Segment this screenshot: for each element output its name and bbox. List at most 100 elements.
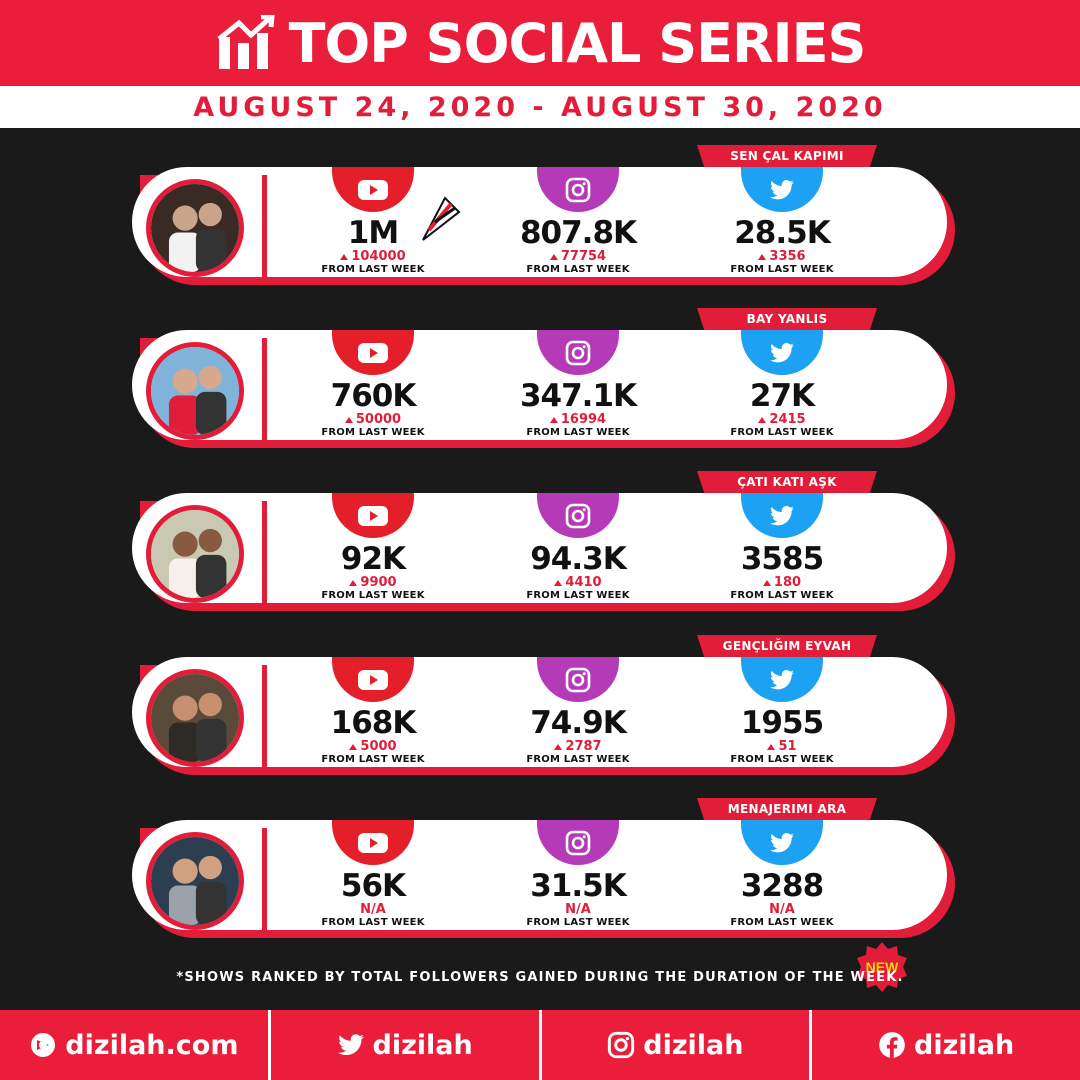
- footer-bar: dizilah.com dizilah dizilah dizilah: [0, 1010, 1080, 1080]
- youtube-change-label: FROM LAST WEEK: [321, 917, 425, 928]
- youtube-badge: [332, 657, 414, 702]
- instagram-followers: 74.9K: [530, 705, 627, 741]
- instagram-change-value: 16994: [560, 412, 607, 427]
- youtube-change: 5000: [349, 740, 397, 754]
- up-arrow-icon: [349, 580, 358, 586]
- youtube-followers: 760K: [330, 378, 417, 414]
- twitter-change: N/A: [769, 903, 795, 917]
- show-name-tag: SEN ÇAL KAPIMI: [697, 145, 877, 167]
- youtube-stat: 56K N/A FROM LAST WEEK: [273, 798, 473, 943]
- up-arrow-icon: [554, 580, 563, 586]
- twitter-change-value: N/A: [769, 902, 795, 917]
- youtube-change-value: 9900: [360, 575, 397, 590]
- youtube-stat: 92K 9900 FROM LAST WEEK: [273, 471, 473, 616]
- youtube-followers: 168K: [330, 705, 417, 741]
- youtube-followers: 1M: [347, 215, 399, 251]
- instagram-change: 2787: [554, 740, 602, 754]
- show-row: GENÇLIĞIM EYVAH 168K 5000 FROM LAST WEEK 74.…: [0, 635, 1080, 780]
- instagram-icon: [565, 667, 591, 692]
- twitter-bird-icon: [770, 179, 794, 199]
- up-arrow-icon: [758, 417, 767, 423]
- instagram-followers: 347.1K: [519, 378, 637, 414]
- youtube-change: 104000: [340, 250, 406, 264]
- divider: [262, 175, 267, 283]
- new-badge-icon: NEW: [857, 942, 907, 992]
- youtube-play-icon: [358, 832, 388, 853]
- twitter-stat: 1955 51 FROM LAST WEEK: [682, 635, 882, 780]
- show-poster-image: [146, 505, 244, 603]
- twitter-change-label: FROM LAST WEEK: [730, 590, 834, 601]
- twitter-change-label: FROM LAST WEEK: [730, 917, 834, 928]
- twitter-followers: 27K: [749, 378, 815, 414]
- twitter-followers: 1955: [740, 705, 824, 741]
- instagram-change-label: FROM LAST WEEK: [526, 754, 630, 765]
- show-row: MENAJERIMI ARA 56K N/A FROM LAST WEEK 31.5K N…: [0, 798, 1080, 992]
- twitter-change: 3356: [758, 250, 806, 264]
- date-range: AUGUST 24, 2020 - AUGUST 30, 2020: [193, 91, 887, 123]
- up-arrow-icon: [554, 744, 563, 750]
- twitter-bird-icon: [770, 832, 794, 852]
- footer-website-link[interactable]: dizilah.com: [0, 1010, 271, 1080]
- twitter-change: 2415: [758, 413, 806, 427]
- instagram-stat: 74.9K 2787 FROM LAST WEEK: [478, 635, 678, 780]
- instagram-followers: 807.8K: [519, 215, 637, 251]
- show-poster-image: [146, 342, 244, 440]
- youtube-play-icon: [358, 505, 388, 526]
- twitter-change: 180: [762, 576, 801, 590]
- instagram-change-value: N/A: [565, 902, 591, 917]
- up-arrow-icon: [344, 417, 353, 423]
- show-name-tag: GENÇLIĞIM EYVAH: [697, 635, 877, 657]
- dizilah-logo-icon: [31, 1033, 56, 1057]
- instagram-badge: [537, 820, 619, 865]
- twitter-badge: [741, 167, 823, 212]
- footer-twitter-label: dizilah: [372, 1029, 473, 1061]
- up-arrow-icon: [758, 254, 767, 260]
- twitter-change-value: 51: [778, 739, 797, 754]
- twitter-stat: 3288 N/A FROM LAST WEEK: [682, 798, 882, 943]
- youtube-change-label: FROM LAST WEEK: [321, 590, 425, 601]
- instagram-icon: [565, 503, 591, 528]
- show-row: BAY YANLIS 760K 50000 FROM LAST WEEK 347.1K 1…: [0, 308, 1080, 453]
- party-popper-icon: [422, 173, 480, 241]
- footnote: *SHOWS RANKED BY TOTAL FOLLOWERS GAINED …: [176, 970, 904, 985]
- title-group: TOP SOCIAL SERIES: [215, 12, 866, 75]
- up-arrow-icon: [340, 254, 349, 260]
- twitter-stat: 3585 180 FROM LAST WEEK: [682, 471, 882, 616]
- instagram-icon: [565, 177, 591, 202]
- show-name-tag: MENAJERIMI ARA: [697, 798, 877, 820]
- instagram-icon: [565, 340, 591, 365]
- show-row: ÇATI KATI AŞK 92K 9900 FROM LAST WEEK 94.3K 4…: [0, 471, 1080, 616]
- twitter-followers: 28.5K: [734, 215, 831, 251]
- divider: [262, 338, 267, 446]
- up-arrow-icon: [549, 254, 558, 260]
- twitter-icon: [337, 1034, 364, 1056]
- twitter-followers: 3288: [740, 868, 824, 904]
- instagram-icon: [608, 1031, 635, 1059]
- show-row: SEN ÇAL KAPIMI 1M 104000 FROM LAST WEEK 807.…: [0, 145, 1080, 290]
- youtube-play-icon: [358, 179, 388, 200]
- youtube-badge: [332, 330, 414, 375]
- twitter-badge: [741, 820, 823, 865]
- instagram-stat: 94.3K 4410 FROM LAST WEEK: [478, 471, 678, 616]
- youtube-stat: 760K 50000 FROM LAST WEEK: [273, 308, 473, 453]
- instagram-badge: [537, 657, 619, 702]
- instagram-change: 77754: [549, 250, 606, 264]
- footer-facebook-link[interactable]: dizilah: [812, 1010, 1080, 1080]
- twitter-change-label: FROM LAST WEEK: [730, 264, 834, 275]
- up-arrow-icon: [762, 580, 771, 586]
- facebook-icon: [879, 1032, 905, 1058]
- instagram-change: N/A: [565, 903, 591, 917]
- footer-instagram-link[interactable]: dizilah: [542, 1010, 813, 1080]
- footer-twitter-link[interactable]: dizilah: [271, 1010, 542, 1080]
- youtube-stat: 1M 104000 FROM LAST WEEK: [273, 145, 473, 290]
- divider: [262, 665, 267, 773]
- twitter-followers: 3585: [740, 541, 824, 577]
- twitter-stat: 27K 2415 FROM LAST WEEK: [682, 308, 882, 453]
- up-arrow-icon: [349, 744, 358, 750]
- instagram-change-label: FROM LAST WEEK: [526, 264, 630, 275]
- up-arrow-icon: [767, 744, 776, 750]
- instagram-badge: [537, 167, 619, 212]
- header-bar: TOP SOCIAL SERIES: [0, 0, 1080, 86]
- instagram-change-label: FROM LAST WEEK: [526, 427, 630, 438]
- twitter-change-label: FROM LAST WEEK: [730, 754, 834, 765]
